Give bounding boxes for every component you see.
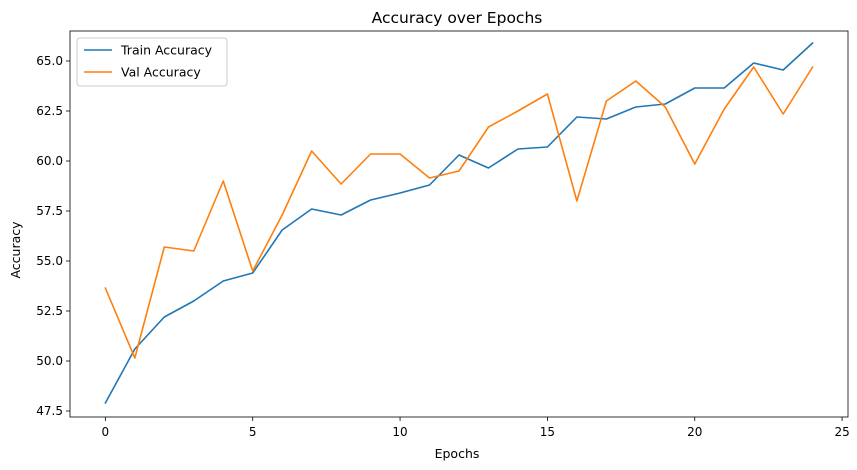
x-tick-label: 20	[687, 425, 702, 439]
plot-area	[69, 30, 849, 418]
x-tick-label: 0	[102, 425, 110, 439]
series-line-val-accuracy	[104, 66, 814, 359]
legend-label: Train Accuracy	[120, 43, 213, 58]
x-tick-label: 15	[540, 425, 555, 439]
y-tick-label: 57.5	[36, 204, 63, 218]
y-tick-label: 62.5	[36, 104, 63, 118]
x-axis-label: Epochs	[435, 446, 480, 461]
y-axis-ticks: 47.5 50.0 52.5 55.0 57.5 60.0 62.5 65.0	[36, 54, 70, 418]
y-axis-label: Accuracy	[8, 221, 23, 279]
x-tick-label: 25	[834, 425, 849, 439]
x-tick-label: 10	[392, 425, 407, 439]
x-axis-ticks: 0 5 10 15 20 25	[102, 417, 850, 439]
y-tick-label: 50.0	[36, 354, 63, 368]
y-tick-label: 60.0	[36, 154, 63, 168]
chart-title: Accuracy over Epochs	[372, 9, 543, 27]
plot-frame	[69, 30, 849, 418]
series-line-train-accuracy	[104, 42, 814, 404]
y-tick-label: 55.0	[36, 254, 63, 268]
x-tick-label: 5	[249, 425, 257, 439]
y-tick-label: 52.5	[36, 304, 63, 318]
legend-label: Val Accuracy	[121, 65, 201, 80]
y-tick-label: 65.0	[36, 54, 63, 68]
y-tick-label: 47.5	[36, 404, 63, 418]
legend: Train Accuracy Val Accuracy	[76, 37, 228, 87]
legend-box	[76, 37, 228, 87]
